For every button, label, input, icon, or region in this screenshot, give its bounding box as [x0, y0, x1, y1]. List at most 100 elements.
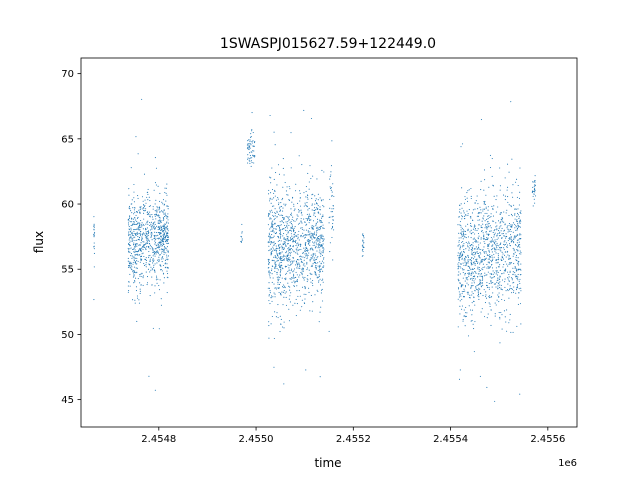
data-point: [482, 232, 484, 234]
data-point: [496, 271, 498, 273]
data-point: [309, 234, 311, 236]
data-point: [330, 187, 332, 189]
data-point: [251, 142, 253, 144]
data-point: [487, 221, 489, 223]
data-point: [157, 185, 159, 187]
data-point: [150, 246, 152, 248]
data-point: [149, 254, 151, 256]
data-point: [461, 255, 464, 257]
data-point: [164, 263, 166, 265]
data-point: [149, 244, 151, 246]
data-point: [151, 269, 153, 271]
data-point: [488, 286, 490, 289]
data-point: [143, 246, 145, 248]
data-point: [273, 259, 275, 261]
data-point: [131, 240, 133, 242]
data-point: [143, 241, 145, 243]
data-point: [287, 257, 289, 259]
data-point: [289, 240, 292, 242]
data-point: [459, 248, 461, 250]
data-point: [296, 262, 298, 264]
data-point: [459, 224, 461, 226]
data-point: [129, 245, 131, 247]
data-point: [291, 281, 293, 283]
data-point: [518, 216, 520, 218]
data-point: [486, 284, 488, 287]
data-point: [493, 220, 495, 222]
data-point: [298, 230, 300, 232]
data-point: [458, 267, 460, 269]
data-point: [283, 259, 285, 262]
data-point: [136, 320, 138, 322]
data-point: [505, 233, 507, 235]
data-point: [286, 260, 288, 262]
data-point: [165, 231, 167, 233]
data-point: [515, 225, 517, 227]
data-point: [504, 269, 506, 271]
data-point: [167, 230, 169, 232]
data-point: [504, 261, 506, 263]
data-point: [468, 259, 470, 261]
data-point: [515, 235, 517, 237]
data-point: [278, 239, 280, 242]
data-point: [93, 226, 95, 228]
data-point: [136, 267, 138, 269]
data-point: [470, 216, 472, 218]
data-point: [306, 263, 308, 265]
data-point: [289, 237, 292, 239]
data-point: [132, 207, 134, 209]
data-point: [499, 264, 501, 266]
data-point: [283, 247, 285, 249]
data-point: [287, 248, 289, 250]
data-point: [303, 218, 305, 220]
data-point: [152, 248, 154, 250]
data-point: [319, 261, 321, 263]
data-point: [301, 306, 303, 308]
data-point: [461, 241, 463, 243]
data-point: [279, 331, 281, 333]
data-point: [139, 235, 141, 237]
data-point: [280, 258, 282, 260]
data-point: [467, 260, 469, 262]
data-point: [490, 241, 492, 243]
data-point: [519, 243, 521, 246]
data-point: [149, 271, 151, 273]
data-point: [133, 242, 135, 244]
data-point: [167, 267, 169, 269]
data-point: [310, 237, 313, 239]
data-point: [470, 248, 472, 251]
data-point: [306, 261, 308, 263]
data-point: [299, 210, 301, 212]
data-point: [146, 233, 148, 235]
data-point: [288, 257, 290, 259]
data-point: [307, 254, 309, 257]
data-point: [163, 209, 165, 211]
data-point: [473, 351, 475, 353]
data-point: [483, 189, 485, 191]
data-point: [141, 273, 143, 275]
data-point: [322, 252, 324, 254]
data-point: [518, 269, 520, 271]
data-point: [472, 219, 474, 222]
data-point: [276, 273, 278, 275]
data-point: [129, 215, 131, 217]
data-point: [516, 285, 518, 287]
data-point: [489, 266, 491, 268]
data-point: [502, 217, 504, 219]
data-point: [508, 262, 511, 264]
data-point: [501, 251, 503, 253]
data-point: [474, 240, 476, 243]
data-point: [474, 251, 476, 253]
data-point: [269, 303, 271, 305]
data-point: [503, 254, 506, 256]
data-point: [494, 248, 496, 250]
data-point: [516, 286, 519, 288]
data-point: [463, 309, 465, 311]
data-point: [275, 251, 277, 253]
data-point: [277, 278, 279, 280]
data-point: [317, 235, 320, 238]
data-point: [303, 221, 306, 223]
data-point: [518, 280, 520, 282]
data-point: [484, 239, 486, 241]
data-point: [480, 225, 482, 227]
